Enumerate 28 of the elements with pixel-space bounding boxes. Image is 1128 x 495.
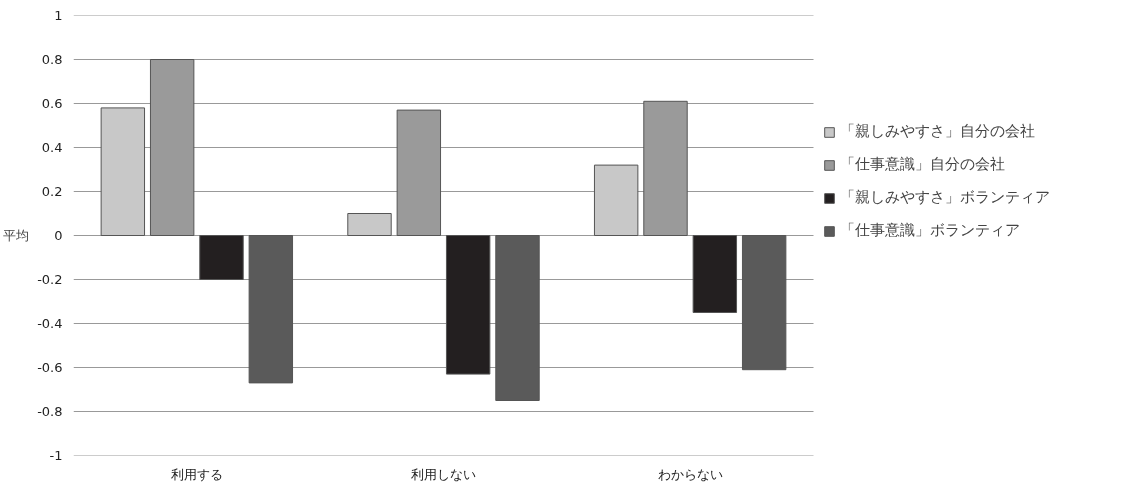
bar xyxy=(692,235,738,313)
y-tick-label: -0.4 xyxy=(37,316,63,331)
legend-label: 「仕事意識」ボランティア xyxy=(840,221,1020,240)
y-tick-label: 0 xyxy=(54,228,63,243)
legend-label: 「親しみやすさ」ボランティア xyxy=(840,188,1050,207)
y-tick-label: 0.4 xyxy=(41,140,63,155)
y-axis-title: 平均 xyxy=(3,228,30,243)
y-tick-label: 1 xyxy=(54,8,63,23)
bar xyxy=(445,235,491,375)
bar xyxy=(199,235,244,280)
bar xyxy=(100,107,146,236)
y-tick-label: -1 xyxy=(49,448,63,463)
y-tick-label: -0.2 xyxy=(37,272,63,287)
legend-label: 「仕事意識」自分の会社 xyxy=(840,155,1005,174)
legend-label: 「親しみやすさ」自分の会社 xyxy=(840,122,1035,141)
y-tick-label: -0.6 xyxy=(37,360,63,375)
y-tick-label: 0.8 xyxy=(41,52,63,67)
x-tick-label: 利用しない xyxy=(411,466,476,482)
x-tick-label: 利用する xyxy=(170,466,223,482)
bar xyxy=(593,164,639,236)
x-tick-label: わからない xyxy=(657,466,723,482)
bar xyxy=(248,235,294,384)
bar xyxy=(347,213,392,236)
y-tick-label: 0.6 xyxy=(41,96,63,111)
y-tick-label: -0.8 xyxy=(37,404,63,419)
y-tick-label: 0.2 xyxy=(41,184,63,199)
bar xyxy=(741,235,787,371)
bar xyxy=(495,235,540,401)
